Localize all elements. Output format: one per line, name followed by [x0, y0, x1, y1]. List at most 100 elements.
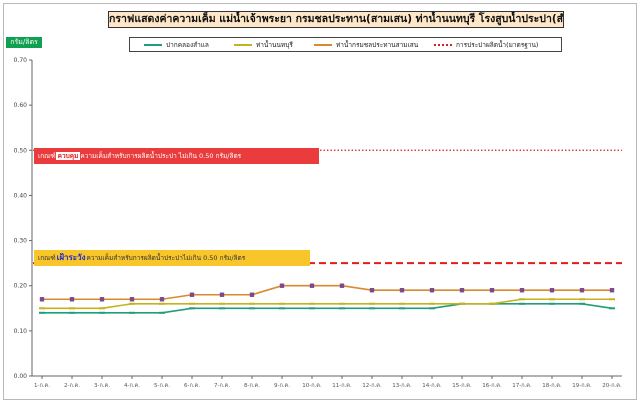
y-tick-label: 0.10	[14, 328, 28, 335]
data-point	[69, 307, 75, 310]
data-point	[459, 302, 465, 305]
data-point	[609, 298, 615, 301]
data-point	[99, 307, 105, 310]
data-point	[189, 302, 195, 305]
data-point	[549, 302, 555, 305]
chart-title: กราฟแสดงค่าความเค็ม แม่น้ำเจ้าพระยา กรมช…	[108, 11, 564, 28]
data-point	[249, 307, 255, 310]
data-point	[519, 302, 525, 305]
y-tick-label: 0.50	[14, 147, 28, 154]
data-point	[489, 302, 495, 305]
y-tick-label: 0.30	[14, 238, 28, 245]
data-point	[399, 307, 405, 310]
series-line	[42, 302, 613, 314]
banner-prefix: เกณฑ์	[38, 152, 56, 160]
x-tick-label: 6-ก.ค.	[184, 383, 200, 389]
x-tick-label: 2-ก.ค.	[64, 383, 80, 389]
data-point	[369, 302, 375, 305]
y-tick-label: 0.40	[14, 192, 28, 199]
data-point	[219, 302, 225, 305]
data-point	[249, 302, 255, 305]
data-point	[219, 307, 225, 310]
data-point	[609, 288, 615, 293]
data-point	[489, 288, 495, 293]
data-point	[129, 302, 135, 305]
data-point	[579, 302, 585, 305]
data-point	[129, 297, 135, 302]
data-point	[549, 298, 555, 301]
legend-label: ท่าน้ำนนทบุรี	[256, 41, 293, 49]
y-tick-label: 0.60	[14, 102, 28, 109]
legend-label: ท่าน้ำกรมชลประทานสามเสน	[336, 41, 419, 49]
data-point	[459, 288, 465, 293]
x-tick-label: 11-ก.ค.	[332, 383, 352, 389]
x-tick-label: 18-ก.ค.	[542, 383, 562, 389]
x-tick-label: 12-ก.ค.	[362, 383, 382, 389]
data-point	[159, 297, 165, 302]
banner-text: ความเค็มสำหรับการผลิตน้ำประปา ไม่เกิน 0.…	[80, 152, 242, 160]
data-point	[519, 288, 525, 293]
legend-swatch	[234, 44, 252, 46]
banner-highlight: ควบคุม	[55, 152, 81, 160]
x-tick-label: 3-ก.ค.	[94, 383, 110, 389]
data-point	[309, 302, 315, 305]
x-tick-label: 17-ก.ค.	[512, 383, 532, 389]
data-point	[609, 307, 615, 310]
data-point	[39, 307, 45, 310]
y-tick-label: 0.00	[14, 373, 28, 380]
data-point	[279, 307, 285, 310]
data-point	[189, 307, 195, 310]
data-point	[339, 283, 345, 288]
y-tick-label: 0.20	[14, 283, 28, 290]
data-point	[519, 298, 525, 301]
series-line	[42, 284, 612, 301]
data-point	[399, 302, 405, 305]
data-point	[99, 297, 105, 302]
data-point	[579, 298, 585, 301]
data-point	[249, 292, 255, 297]
watch-threshold-banner: เกณฑ์เฝ้าระวังความเค็มสำหรับการผลิตน้ำปร…	[34, 250, 310, 266]
legend-swatch	[144, 44, 162, 46]
x-tick-label: 5-ก.ค.	[154, 383, 170, 389]
series-line	[42, 298, 612, 310]
data-point	[159, 311, 165, 314]
x-tick-label: 7-ก.ค.	[214, 383, 230, 389]
control-threshold-banner: เกณฑ์ ควบคุม ความเค็มสำหรับการผลิตน้ำประปา…	[34, 148, 319, 164]
x-tick-label: 20-ก.ค.	[602, 383, 622, 389]
legend: ปากคลองสำแล ท่าน้ำนนทบุรี ท่าน้ำกรมชลประ…	[129, 37, 562, 52]
y-axis-unit-label: กรัม/ลิตร	[6, 37, 42, 48]
legend-swatch	[314, 44, 332, 46]
banner-prefix: เกณฑ์	[38, 254, 56, 262]
x-tick-label: 9-ก.ค.	[274, 383, 290, 389]
data-point	[159, 302, 165, 305]
chart-frame	[3, 3, 637, 400]
legend-swatch	[434, 44, 452, 46]
banner-text: ความเค็มสำหรับการผลิตน้ำประปาไม่เกิน 0.5…	[86, 254, 246, 262]
x-tick-label: 8-ก.ค.	[244, 383, 260, 389]
x-tick-label: 13-ก.ค.	[392, 383, 412, 389]
x-tick-label: 15-ก.ค.	[452, 383, 472, 389]
data-point	[39, 311, 45, 314]
data-point	[399, 288, 405, 293]
x-tick-label: 19-ก.ค.	[572, 383, 592, 389]
data-point	[369, 288, 375, 293]
data-point	[69, 311, 75, 314]
data-point	[129, 311, 135, 314]
x-tick-label: 14-ก.ค.	[422, 383, 442, 389]
data-point	[309, 283, 315, 288]
data-point	[429, 288, 435, 293]
data-point	[369, 307, 375, 310]
data-point	[279, 283, 285, 288]
x-tick-label: 16-ก.ค.	[482, 383, 502, 389]
data-point	[339, 307, 345, 310]
data-point	[189, 292, 195, 297]
data-point	[99, 311, 105, 314]
x-tick-label: 10-ก.ค.	[302, 383, 322, 389]
data-point	[219, 292, 225, 297]
data-point	[429, 307, 435, 310]
data-point	[39, 297, 45, 302]
data-point	[429, 302, 435, 305]
data-point	[579, 288, 585, 293]
y-tick-label: 0.70	[14, 57, 28, 64]
